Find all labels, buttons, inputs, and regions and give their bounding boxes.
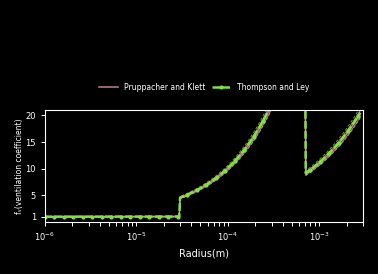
Pruppacher and Klett bbox=[146, 215, 150, 218]
Thompson and Ley bbox=[358, 111, 363, 114]
Line: Pruppacher and Klett: Pruppacher and Klett bbox=[45, 7, 360, 217]
Pruppacher and Klett bbox=[81, 215, 85, 218]
Thompson and Ley bbox=[303, 3, 307, 6]
Thompson and Ley bbox=[146, 215, 150, 218]
Pruppacher and Klett bbox=[303, 5, 307, 8]
Legend: Pruppacher and Klett, Thompson and Ley: Pruppacher and Klett, Thompson and Ley bbox=[96, 80, 311, 94]
Thompson and Ley bbox=[272, 97, 276, 100]
Y-axis label: fᵥ(ventilation coefficient): fᵥ(ventilation coefficient) bbox=[15, 118, 24, 214]
Thompson and Ley bbox=[81, 215, 85, 218]
Thompson and Ley bbox=[167, 215, 172, 218]
Pruppacher and Klett bbox=[270, 102, 275, 105]
Pruppacher and Klett bbox=[241, 150, 246, 153]
Pruppacher and Klett bbox=[272, 98, 276, 101]
X-axis label: Radius(m): Radius(m) bbox=[179, 249, 229, 259]
Pruppacher and Klett bbox=[358, 112, 363, 115]
Line: Thompson and Ley: Thompson and Ley bbox=[43, 3, 362, 218]
Pruppacher and Klett bbox=[43, 215, 47, 218]
Pruppacher and Klett bbox=[167, 215, 172, 218]
Thompson and Ley bbox=[43, 215, 47, 218]
Thompson and Ley bbox=[241, 150, 246, 153]
Thompson and Ley bbox=[270, 100, 275, 104]
